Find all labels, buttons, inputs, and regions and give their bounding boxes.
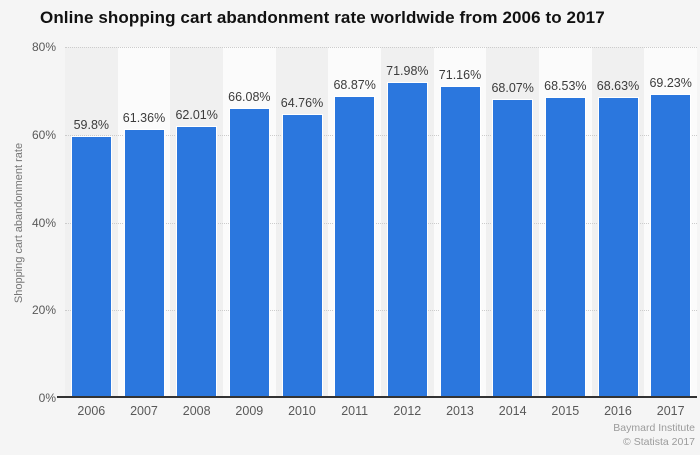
bar-value-label-2015: 68.53% <box>544 79 587 94</box>
x-tick-label-2013: 2013 <box>446 404 474 418</box>
bar-value-label-2010: 64.76% <box>280 95 324 110</box>
bar-2009 <box>228 108 270 398</box>
gridline-80% <box>65 47 697 48</box>
x-axis-line <box>57 396 697 398</box>
bar-2015 <box>544 97 586 398</box>
bar-value-label-2008: 62.01% <box>175 107 218 122</box>
y-tick-label-60%: 60% <box>31 127 56 142</box>
gridline-20% <box>65 310 697 312</box>
source-line-1: Baymard Institute <box>613 422 695 434</box>
y-tick-label-80%: 80% <box>31 40 56 54</box>
x-tick-label-2010: 2010 <box>288 404 316 418</box>
x-tick-label-2015: 2015 <box>551 404 580 418</box>
bar-2011 <box>334 95 376 398</box>
bar-value-label-2011: 68.87% <box>333 77 376 92</box>
gridline-40% <box>65 222 697 224</box>
bar-value-label-2006: 59.8% <box>73 117 110 132</box>
bar-value-label-2012: 71.98% <box>386 64 429 79</box>
gridline-60% <box>65 134 697 136</box>
x-tick-label-2009: 2009 <box>235 404 264 418</box>
bar-value-label-2007: 61.36% <box>122 110 166 125</box>
y-tick-label-0%: 0% <box>38 391 56 405</box>
bar-2014 <box>492 99 534 398</box>
x-tick-label-2007: 2007 <box>130 404 158 418</box>
bar-value-label-2014: 68.07% <box>491 81 534 96</box>
bar-2012 <box>386 82 428 398</box>
bar-value-label-2013: 71.16% <box>438 67 482 82</box>
chart-title: Online shopping cart abandonment rate wo… <box>40 8 605 27</box>
bar-value-label-2017: 69.23% <box>649 76 692 91</box>
bar-value-label-2009: 66.08% <box>228 90 271 105</box>
bar-value-label-2016: 68.63% <box>596 78 640 93</box>
bar-2016 <box>597 96 639 398</box>
bar-2010 <box>281 113 323 398</box>
x-tick-label-2011: 2011 <box>341 404 369 418</box>
y-tick-label-20%: 20% <box>31 303 56 318</box>
source-line-2: © Statista 2017 <box>623 436 695 448</box>
source-attribution: Baymard Institute © Statista 2017 <box>613 421 695 449</box>
bar-2013 <box>439 85 481 398</box>
bar-2006 <box>70 135 112 398</box>
x-tick-label-2016: 2016 <box>604 404 632 418</box>
x-tick-label-2017: 2017 <box>656 404 685 418</box>
x-tick-label-2008: 2008 <box>182 404 211 418</box>
x-tick-label-2014: 2014 <box>498 404 527 418</box>
bar-2017 <box>650 94 692 398</box>
bar-2007 <box>123 128 165 398</box>
x-tick-label-2012: 2012 <box>393 404 422 418</box>
bar-2008 <box>176 125 218 398</box>
x-tick-label-2006: 2006 <box>77 404 106 418</box>
y-tick-label-40%: 40% <box>31 215 56 230</box>
